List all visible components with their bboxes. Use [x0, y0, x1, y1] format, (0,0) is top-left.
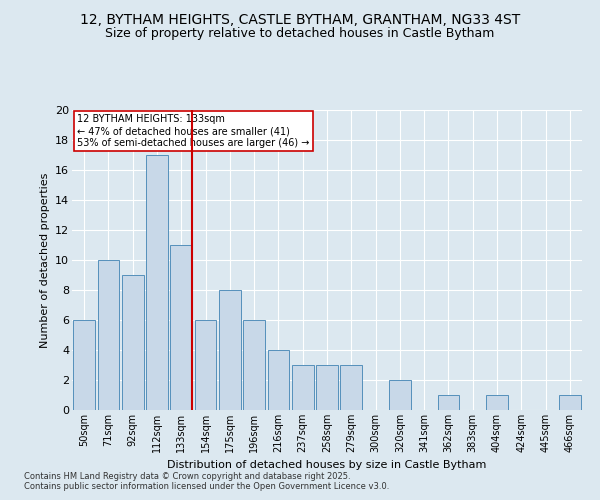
Bar: [243, 320, 265, 410]
Bar: [340, 365, 362, 410]
Text: Contains public sector information licensed under the Open Government Licence v3: Contains public sector information licen…: [24, 482, 389, 491]
Y-axis label: Number of detached properties: Number of detached properties: [40, 172, 50, 348]
Text: 12, BYTHAM HEIGHTS, CASTLE BYTHAM, GRANTHAM, NG33 4ST: 12, BYTHAM HEIGHTS, CASTLE BYTHAM, GRANT…: [80, 12, 520, 26]
Bar: [268, 350, 289, 410]
Bar: [219, 290, 241, 410]
Bar: [437, 395, 460, 410]
Bar: [559, 395, 581, 410]
X-axis label: Distribution of detached houses by size in Castle Bytham: Distribution of detached houses by size …: [167, 460, 487, 470]
Bar: [486, 395, 508, 410]
Bar: [170, 245, 192, 410]
Bar: [194, 320, 217, 410]
Text: Contains HM Land Registry data © Crown copyright and database right 2025.: Contains HM Land Registry data © Crown c…: [24, 472, 350, 481]
Bar: [389, 380, 411, 410]
Bar: [146, 155, 168, 410]
Text: Size of property relative to detached houses in Castle Bytham: Size of property relative to detached ho…: [106, 28, 494, 40]
Bar: [97, 260, 119, 410]
Text: 12 BYTHAM HEIGHTS: 133sqm
← 47% of detached houses are smaller (41)
53% of semi-: 12 BYTHAM HEIGHTS: 133sqm ← 47% of detac…: [77, 114, 310, 148]
Bar: [316, 365, 338, 410]
Bar: [73, 320, 95, 410]
Bar: [122, 275, 143, 410]
Bar: [292, 365, 314, 410]
